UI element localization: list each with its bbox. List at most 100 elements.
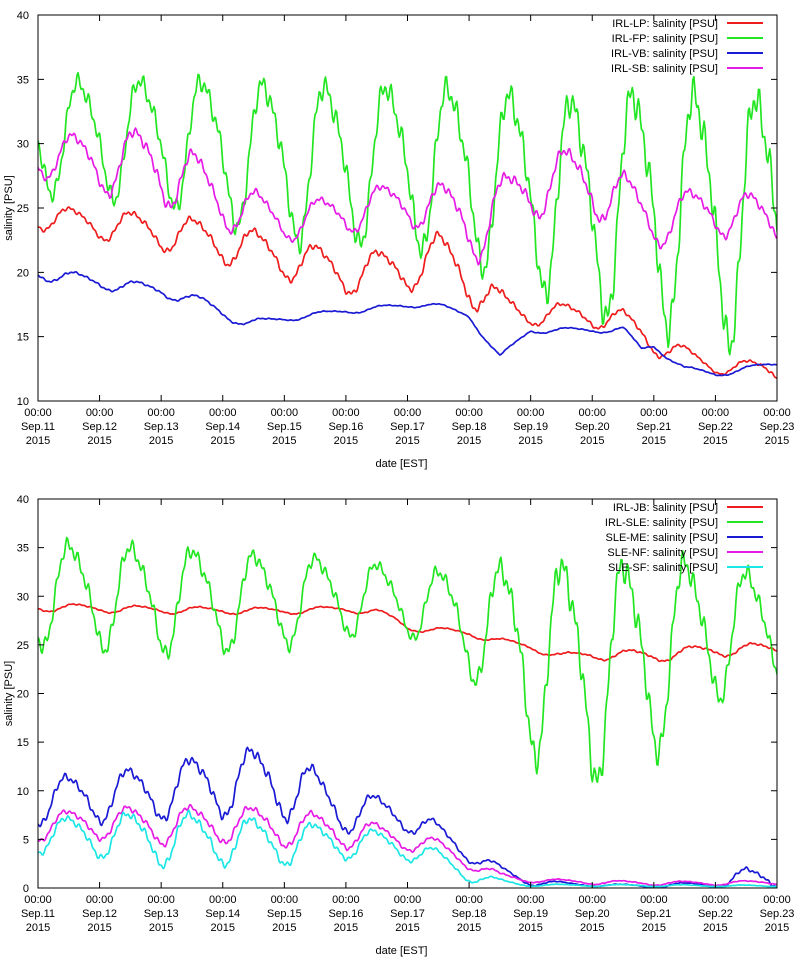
x-tick-label: 2015 bbox=[87, 922, 111, 934]
chart-panel-top: 10 15 20 25 30 35 40 00:00 Sep.11 2015 00:00 Sep.12… bbox=[3, 10, 794, 470]
x-tick-label: Sep.14 bbox=[205, 908, 240, 920]
x-tick-label: 00:00 bbox=[640, 407, 668, 419]
series-line-1-1 bbox=[38, 536, 777, 784]
x-tick-label: 00:00 bbox=[763, 894, 791, 906]
x-tick-label: 00:00 bbox=[640, 894, 668, 906]
x-tick-label: 2015 bbox=[272, 922, 296, 934]
x-tick-label: Sep.15 bbox=[267, 421, 302, 433]
legend-label: SLE-SF: salinity [PSU] bbox=[608, 562, 718, 574]
x-tick-label: Sep.18 bbox=[452, 908, 487, 920]
x-tick-label: 00:00 bbox=[455, 894, 483, 906]
series-line-0-2 bbox=[38, 270, 777, 377]
x-tick-label: 2015 bbox=[765, 435, 789, 447]
y-tick-label: 25 bbox=[17, 203, 29, 215]
series-line-1-2 bbox=[38, 746, 777, 888]
legend-label: SLE-ME: salinity [PSU] bbox=[606, 532, 718, 544]
legend: IRL-LP: salinity [PSU] IRL-FP: salinity [… bbox=[611, 18, 763, 75]
y-tick-label: 30 bbox=[17, 591, 29, 603]
x-tick-label: 2015 bbox=[703, 922, 727, 934]
x-tick-label: 2015 bbox=[211, 435, 235, 447]
x-tick-label: 00:00 bbox=[209, 894, 237, 906]
x-tick-label: Sep.11 bbox=[21, 421, 55, 433]
chart-panel-bottom: 0 5 10 15 20 25 30 35 40 00:00 Sep.11 2015 00:00 Sep.… bbox=[3, 494, 794, 957]
y-axis-label: salinity [PSU] bbox=[3, 175, 15, 240]
x-tick-label: Sep.23 bbox=[760, 421, 795, 433]
x-tick-label: 00:00 bbox=[394, 894, 422, 906]
x-tick-label: 2015 bbox=[26, 922, 50, 934]
y-tick-label: 15 bbox=[17, 737, 29, 749]
x-tick-label: 2015 bbox=[87, 435, 111, 447]
x-tick-label: 2015 bbox=[334, 922, 358, 934]
series-line-0-0 bbox=[38, 206, 777, 380]
x-tick-label: 2015 bbox=[457, 922, 481, 934]
x-tick-label: 00:00 bbox=[455, 407, 483, 419]
x-tick-label: 00:00 bbox=[578, 894, 606, 906]
x-tick-label: Sep.15 bbox=[267, 908, 302, 920]
x-tick-label: Sep.22 bbox=[698, 908, 733, 920]
x-tick-label: 2015 bbox=[765, 922, 789, 934]
x-tick-label: Sep.18 bbox=[452, 421, 487, 433]
x-tick-label: Sep.19 bbox=[513, 421, 548, 433]
x-tick-label: 2015 bbox=[580, 922, 604, 934]
series-line-0-3 bbox=[38, 127, 777, 266]
y-tick-label: 30 bbox=[17, 139, 29, 151]
x-tick-label: 2015 bbox=[580, 435, 604, 447]
y-tick-label: 25 bbox=[17, 640, 29, 652]
x-tick-label: Sep.16 bbox=[328, 908, 363, 920]
x-tick-label: 00:00 bbox=[147, 407, 175, 419]
y-tick-label: 10 bbox=[17, 786, 29, 798]
x-tick-label: 2015 bbox=[642, 435, 666, 447]
series-line-0-1 bbox=[38, 71, 777, 356]
y-tick-label: 20 bbox=[17, 689, 29, 701]
y-tick-label: 40 bbox=[17, 10, 29, 22]
x-tick-label: Sep.12 bbox=[82, 421, 117, 433]
x-tick-label: 2015 bbox=[334, 435, 358, 447]
legend-label: IRL-FP: salinity [PSU] bbox=[612, 33, 718, 45]
x-tick-label: 00:00 bbox=[763, 407, 791, 419]
x-tick-label: Sep.23 bbox=[760, 908, 795, 920]
x-tick-label: 2015 bbox=[272, 435, 296, 447]
x-tick-label: 00:00 bbox=[517, 407, 545, 419]
legend-label: IRL-LP: salinity [PSU] bbox=[612, 18, 718, 30]
x-tick-label: Sep.20 bbox=[575, 421, 610, 433]
x-tick-label: Sep.13 bbox=[144, 908, 179, 920]
x-tick-label: Sep.12 bbox=[82, 908, 117, 920]
x-tick-label: 00:00 bbox=[24, 407, 52, 419]
x-tick-label: 00:00 bbox=[332, 407, 360, 419]
x-tick-label: 2015 bbox=[518, 922, 542, 934]
legend-label: IRL-JB: salinity [PSU] bbox=[613, 502, 718, 514]
x-tick-label: Sep.14 bbox=[205, 421, 240, 433]
y-tick-label: 40 bbox=[17, 494, 29, 506]
y-tick-label: 10 bbox=[17, 396, 29, 408]
x-tick-label: Sep.17 bbox=[390, 421, 425, 433]
x-tick-label: 2015 bbox=[149, 922, 173, 934]
x-tick-label: Sep.22 bbox=[698, 421, 733, 433]
x-tick-label: Sep.20 bbox=[575, 908, 610, 920]
y-tick-label: 5 bbox=[23, 834, 29, 846]
x-tick-label: 2015 bbox=[26, 435, 50, 447]
x-tick-label: 2015 bbox=[395, 922, 419, 934]
x-tick-label: 00:00 bbox=[517, 894, 545, 906]
x-axis-label: date [EST] bbox=[376, 458, 428, 470]
series-line-1-3 bbox=[38, 803, 777, 887]
y-tick-label: 15 bbox=[17, 332, 29, 344]
x-tick-label: 2015 bbox=[211, 922, 235, 934]
x-tick-label: 2015 bbox=[518, 435, 542, 447]
x-tick-label: 00:00 bbox=[86, 407, 114, 419]
x-tick-label: 2015 bbox=[457, 435, 481, 447]
legend-label: SLE-NF: salinity [PSU] bbox=[607, 547, 718, 559]
legend-label: IRL-SLE: salinity [PSU] bbox=[605, 517, 718, 529]
x-tick-label: 00:00 bbox=[394, 407, 422, 419]
x-tick-label: 2015 bbox=[395, 435, 419, 447]
x-tick-label: 00:00 bbox=[271, 407, 299, 419]
x-tick-label: 00:00 bbox=[702, 407, 730, 419]
x-tick-label: 00:00 bbox=[24, 894, 52, 906]
legend: IRL-JB: salinity [PSU] IRL-SLE: salinity … bbox=[605, 502, 763, 574]
series-line-1-4 bbox=[38, 809, 777, 888]
x-tick-label: Sep.11 bbox=[21, 908, 55, 920]
x-tick-label: 00:00 bbox=[271, 894, 299, 906]
x-tick-label: 2015 bbox=[149, 435, 173, 447]
x-tick-label: Sep.13 bbox=[144, 421, 179, 433]
y-tick-label: 35 bbox=[17, 74, 29, 86]
